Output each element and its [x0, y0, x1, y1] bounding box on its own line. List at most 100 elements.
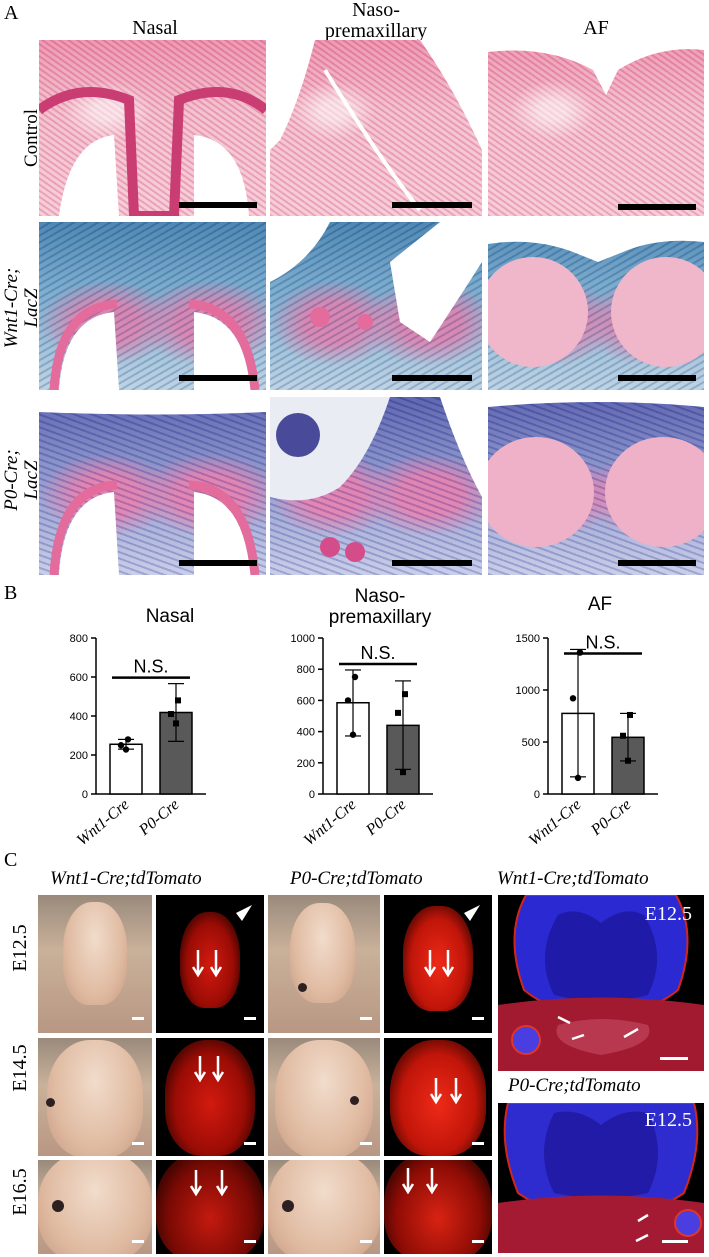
y-tick-label: 0: [82, 789, 88, 801]
scale-bar: [472, 1240, 484, 1243]
row-label-p0-lacz: P0-Cre; LacZ: [1, 449, 42, 511]
fluorescence-p0-e14-5: [384, 1038, 492, 1156]
embryo-photo-p0-e12-5: [268, 895, 380, 1033]
fluorescence-wnt1-e12-5: [156, 895, 264, 1033]
y-tick-label: 200: [70, 750, 88, 762]
embryo-photo-wnt1-e14-5: [38, 1038, 152, 1156]
data-point: [574, 774, 582, 782]
scale-bar: [132, 1017, 144, 1020]
group-title-wnt1-tdtomato-section: Wnt1-Cre;tdTomato: [497, 868, 649, 889]
chart-title-naso-premaxillary: Naso- premaxillary: [328, 586, 432, 628]
scale-bar: [618, 560, 696, 566]
embryo-photo-wnt1-e16-5: [38, 1160, 152, 1254]
column-title-af: AF: [583, 17, 609, 39]
data-point: [569, 695, 577, 702]
histology-p0-lacz-naso-premaxillary: [270, 397, 482, 575]
fluorescence-wnt1-e14-5: [156, 1038, 264, 1156]
data-point: [122, 746, 130, 753]
panel-b-letter: B: [4, 582, 18, 604]
scale-bar: [472, 1142, 484, 1145]
data-point: [349, 731, 357, 738]
scale-bar: [472, 1017, 484, 1020]
section-p0-tdtomato-e12-5: E12.5: [498, 1103, 704, 1253]
significance-label: N.S.: [585, 632, 620, 652]
y-tick-label: 800: [297, 664, 315, 676]
scale-bar: [244, 1142, 256, 1145]
data-point: [400, 769, 406, 776]
scale-bar: [392, 560, 472, 566]
y-tick-label: 400: [297, 727, 315, 739]
scale-bar: [132, 1240, 144, 1243]
data-point: [124, 736, 132, 743]
data-point: [173, 720, 179, 727]
scale-bar: [360, 1240, 372, 1243]
histology-wnt1-lacz-af: [488, 222, 704, 390]
y-tick-label: 600: [70, 672, 88, 684]
data-point: [627, 711, 633, 718]
category-label: P0-Cre: [587, 796, 634, 840]
data-point: [620, 732, 626, 739]
y-tick-label: 1000: [291, 633, 315, 645]
category-label: P0-Cre: [135, 796, 182, 840]
scale-bar: [132, 1142, 144, 1145]
scale-bar: [179, 202, 257, 208]
significance-label: N.S.: [360, 643, 395, 663]
scale-bar: [618, 204, 696, 210]
y-tick-label: 500: [522, 737, 540, 749]
histology-control-nasal: [39, 40, 266, 216]
section-wnt1-tdtomato-e12-5: E12.5: [498, 895, 704, 1071]
scale-bar: [360, 1142, 372, 1145]
scale-bar: [618, 375, 696, 381]
category-label: Wnt1-Cre: [74, 796, 133, 845]
column-title-naso-premaxillary: Naso- premaxillary: [324, 0, 428, 42]
scale-bar: [244, 1017, 256, 1020]
scale-bar: [392, 375, 472, 381]
y-tick-label: 200: [297, 758, 315, 770]
stage-label-e16-5: E16.5: [9, 1168, 31, 1216]
category-label: Wnt1-Cre: [526, 796, 585, 845]
histology-control-af: [488, 40, 704, 216]
y-tick-label: 1500: [516, 633, 540, 645]
histology-p0-lacz-nasal: [39, 397, 266, 575]
panel-a-letter: A: [4, 2, 19, 24]
y-tick-label: 0: [309, 789, 315, 801]
histology-p0-lacz-af: [488, 397, 704, 575]
histology-control-naso-premaxillary: [270, 40, 482, 216]
stage-label-e14-5: E14.5: [9, 1044, 31, 1092]
fluorescence-p0-e12-5: [384, 895, 492, 1033]
embryo-photo-p0-e16-5: [268, 1160, 380, 1254]
panel-c-letter: C: [4, 849, 18, 871]
data-point: [117, 742, 125, 749]
chart-title-nasal: Nasal: [145, 606, 195, 627]
column-title-nasal: Nasal: [132, 17, 178, 39]
section-stage-label: E12.5: [644, 1109, 692, 1131]
histology-wnt1-lacz-naso-premaxillary: [270, 222, 482, 390]
histology-wnt1-lacz-nasal: [39, 222, 266, 390]
y-tick-label: 800: [70, 633, 88, 645]
group-title-p0-tdtomato: P0-Cre;tdTomato: [290, 868, 423, 889]
data-point: [395, 709, 401, 716]
group-title-wnt1-tdtomato: Wnt1-Cre;tdTomato: [50, 868, 202, 889]
y-tick-label: 400: [70, 711, 88, 723]
data-point: [168, 711, 174, 718]
scale-bar: [244, 1240, 256, 1243]
group-title-p0-tdtomato-section: P0-Cre;tdTomato: [508, 1075, 641, 1096]
data-point: [175, 697, 181, 704]
embryo-photo-wnt1-e12-5: [38, 895, 152, 1033]
scale-bar: [392, 202, 472, 208]
fluorescence-wnt1-e16-5: [156, 1160, 264, 1254]
scale-bar: [179, 375, 257, 381]
category-label: P0-Cre: [362, 796, 409, 840]
stage-label-e12-5: E12.5: [9, 924, 31, 972]
y-tick-label: 600: [297, 695, 315, 707]
scale-bar: [360, 1017, 372, 1020]
scale-bar: [179, 560, 257, 566]
row-label-wnt1-lacz: Wnt1-Cre; LacZ: [1, 267, 42, 349]
chart-title-af: AF: [587, 594, 613, 615]
data-point: [402, 691, 408, 698]
embryo-photo-p0-e14-5: [268, 1038, 380, 1156]
section-stage-label: E12.5: [644, 903, 692, 925]
data-point: [344, 697, 352, 704]
y-tick-label: 0: [534, 789, 540, 801]
fluorescence-p0-e16-5: [384, 1160, 492, 1254]
